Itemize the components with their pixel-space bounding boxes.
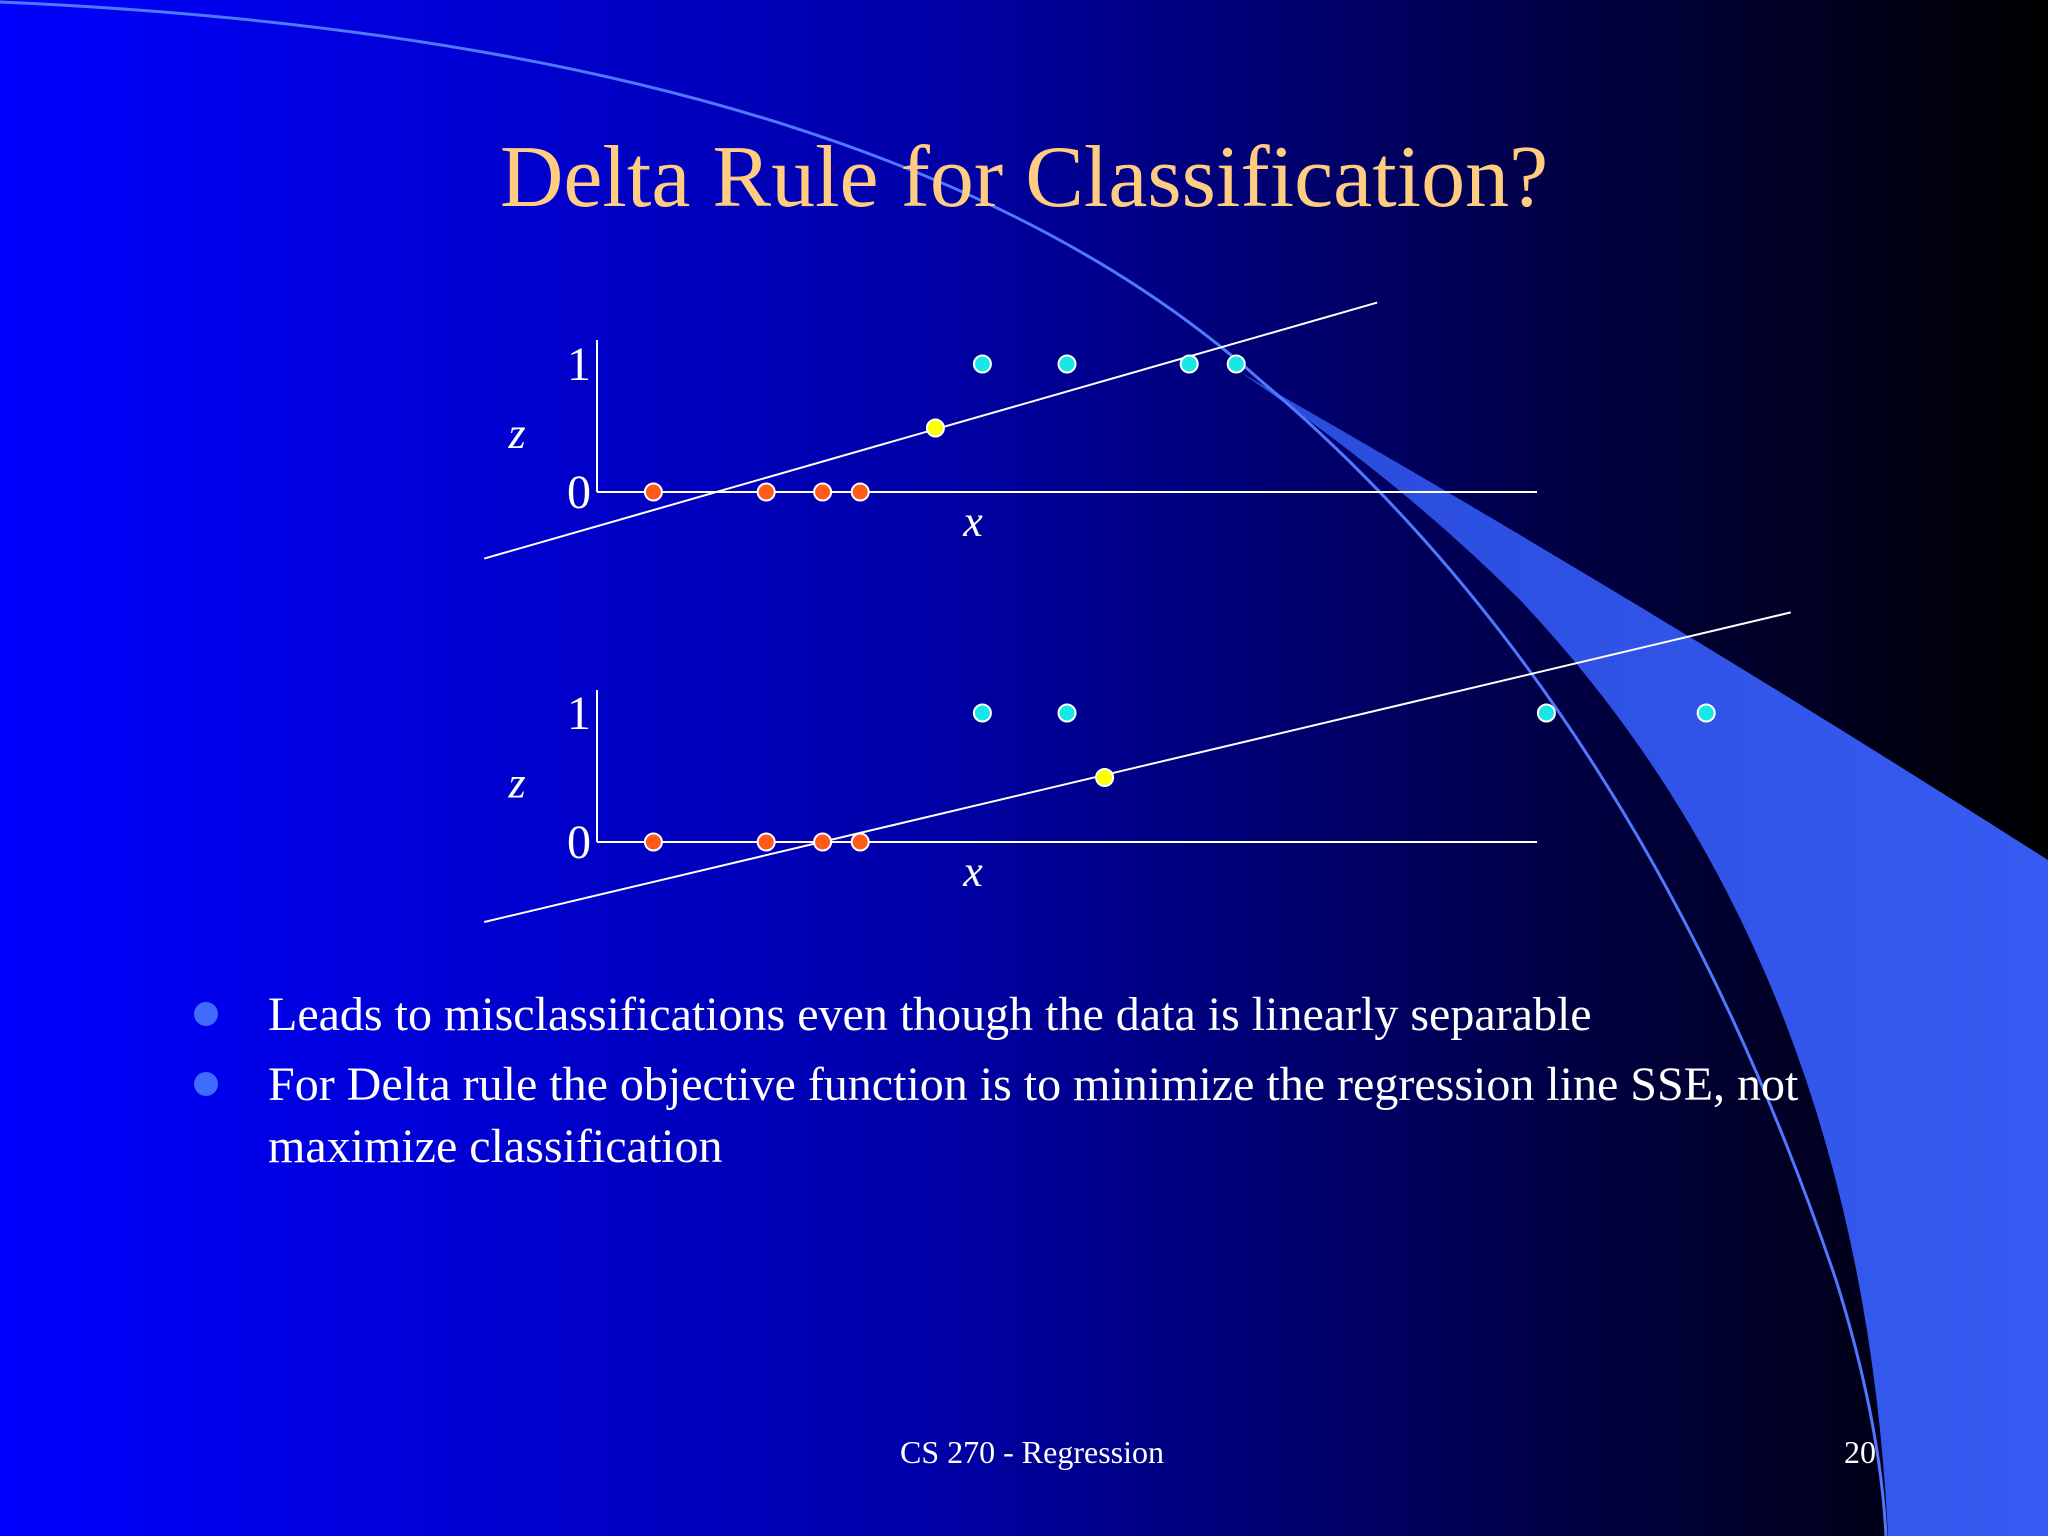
x-axis-label: x [962,497,983,546]
class-1-point [1057,703,1077,723]
class-1-point [1696,703,1716,723]
footer-course: CS 270 - Regression [900,1434,1164,1470]
x-axis-label: x [962,847,983,896]
class-0-point [813,832,833,852]
slide-title: Delta Rule for Classification? [499,129,1549,226]
y-tick-label: 0 [567,466,591,519]
bullet-dot-icon [194,1072,218,1096]
class-1-point [972,703,992,723]
class-1-point [1226,354,1246,374]
class-0-point [756,482,776,502]
class-1-point [1536,703,1556,723]
bullet-list: Leads to misclassifications even though … [190,984,1890,1186]
bullet-text: For Delta rule the objective function is… [268,1058,1799,1173]
y-tick-label: 1 [567,687,591,740]
class-1-point [1179,354,1199,374]
y-axis-label: z [507,409,525,458]
boundary-point [1095,768,1115,787]
boundary-point [925,418,945,438]
class-0-point [643,482,663,502]
y-axis-label: z [507,759,525,808]
page-number: 20 [1844,1434,1876,1470]
class-0-point [643,832,663,852]
class-0-point [756,832,776,852]
regression-line [483,611,1792,923]
bullet-text: Leads to misclassifications even though … [268,988,1592,1041]
bullet-item: Leads to misclassifications even though … [190,984,1890,1046]
chart-bottom: 1 0z x [483,611,1792,923]
bullet-dot-icon [194,1002,218,1026]
class-0-point [813,482,833,502]
arc-line [0,0,1888,1536]
bullet-item: For Delta rule the objective function is… [190,1054,1890,1178]
y-tick-label: 1 [567,338,591,391]
y-tick-label: 0 [567,816,591,869]
swoosh-band [1240,372,2048,1536]
class-0-point [850,482,870,502]
class-1-point [972,354,992,374]
chart-top: 1 0z x [483,301,1537,560]
class-1-point [1057,354,1077,374]
class-0-point [850,832,870,852]
